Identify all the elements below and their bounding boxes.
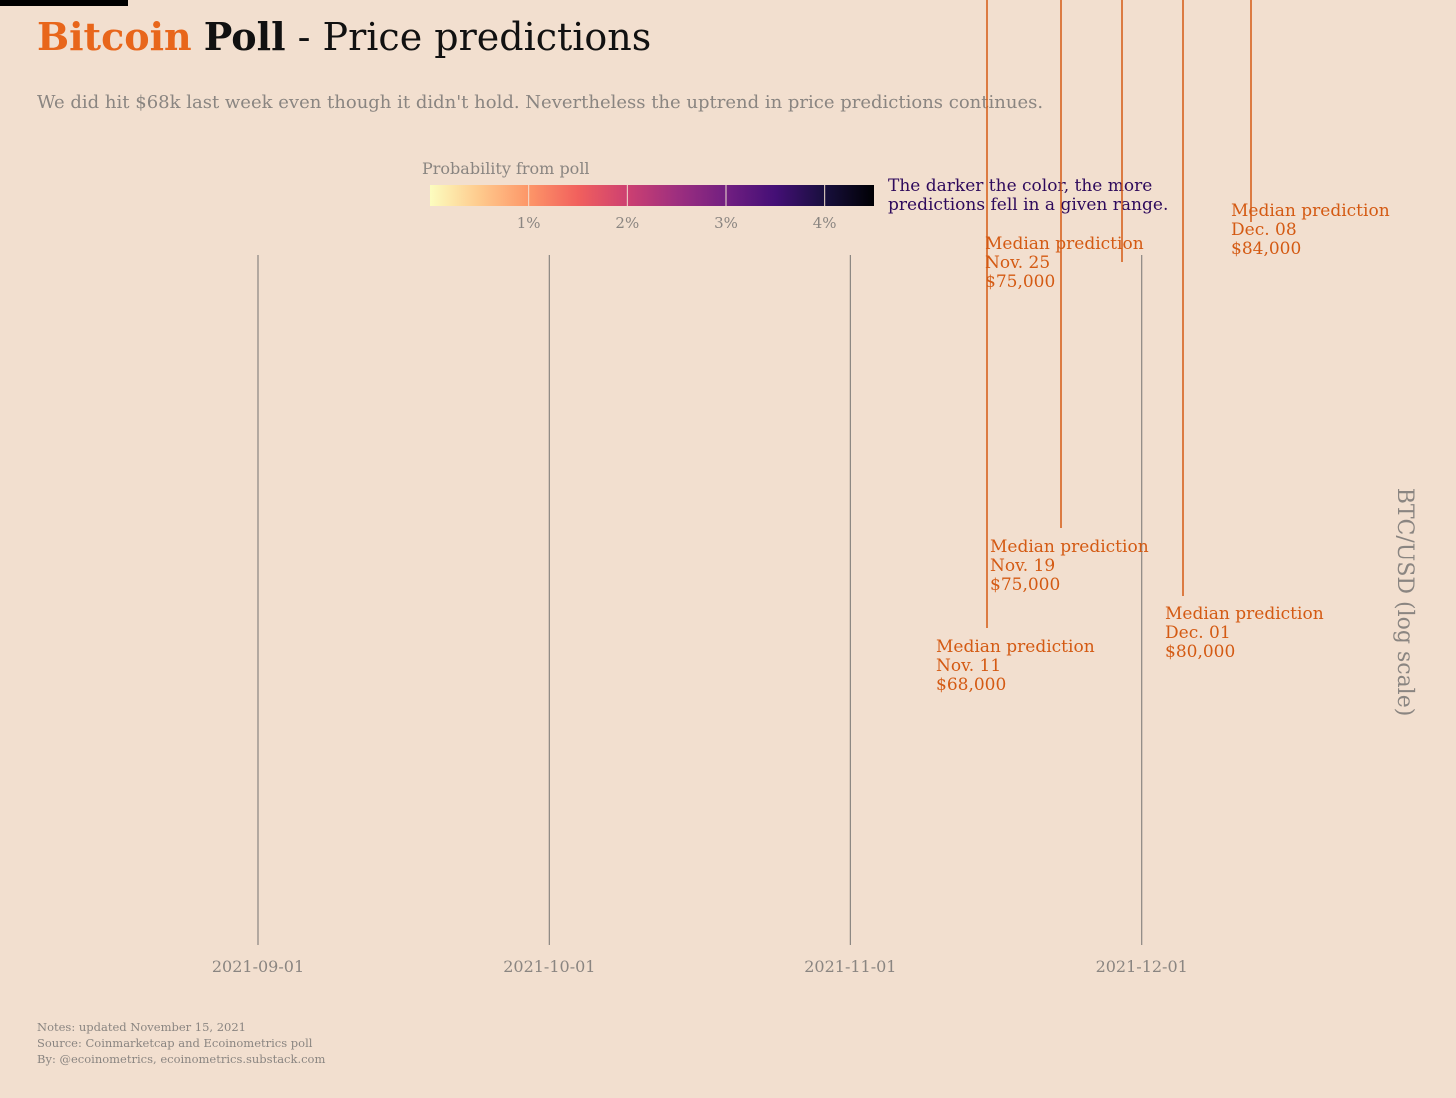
- annotation-label-line: $68,000: [936, 675, 1006, 695]
- annotation-label-line: Median prediction: [985, 234, 1144, 254]
- annotation-label-line: $75,000: [985, 272, 1055, 292]
- annotation-label-line: $84,000: [1231, 239, 1301, 259]
- annotation-leader-line: [1182, 0, 1184, 596]
- top-accent-bar: [0, 0, 128, 6]
- annotation-label-line: Median prediction: [1231, 201, 1390, 221]
- legend-tick-label: 4%: [813, 214, 837, 232]
- gridlines: [257, 255, 1143, 945]
- title-bitcoin: Bitcoin: [37, 14, 192, 59]
- footer-source: Source: Coinmarketcap and Ecoinometrics …: [37, 1036, 313, 1050]
- y-axis-label: BTC/USD (log scale): [1392, 488, 1417, 717]
- legend-note-line1: The darker the color, the more: [888, 176, 1152, 196]
- annotation-label-line: $75,000: [990, 575, 1060, 595]
- x-tick-label: 2021-11-01: [804, 957, 896, 976]
- annotation-label-line: Dec. 08: [1231, 220, 1297, 240]
- subtitle: We did hit $68k last week even though it…: [37, 92, 1044, 113]
- annotation-label-line: Median prediction: [936, 637, 1095, 657]
- annotation-label-line: Nov. 25: [985, 253, 1050, 273]
- annotation-label-line: $80,000: [1165, 642, 1235, 662]
- legend-tick-label: 2%: [615, 214, 639, 232]
- x-tick-label: 2021-09-01: [212, 957, 304, 976]
- title-poll: Poll: [203, 14, 286, 59]
- x-tick-label: 2021-12-01: [1096, 957, 1188, 976]
- annotation-label-line: Median prediction: [990, 537, 1149, 557]
- annotation-label-line: Nov. 19: [990, 556, 1055, 576]
- footer-updated: Notes: updated November 15, 2021: [37, 1020, 246, 1034]
- page-title: Bitcoin Poll - Price predictions: [37, 14, 651, 59]
- annotation-label-line: Median prediction: [1165, 604, 1324, 624]
- legend-note-line2: predictions fell in a given range.: [888, 195, 1168, 215]
- legend-tick-label: 3%: [714, 214, 738, 232]
- legend-colorbar: [430, 185, 874, 206]
- legend-title: Probability from poll: [422, 159, 590, 178]
- annotation-label-line: Nov. 11: [936, 656, 1001, 676]
- annotation-label-line: Dec. 01: [1165, 623, 1231, 643]
- footer-notes: Notes: updated November 15, 2021 Source:…: [37, 1019, 325, 1067]
- annotation-leader-line: [1121, 0, 1123, 262]
- annotation-leader-line: [1250, 0, 1252, 222]
- x-tick-label: 2021-10-01: [503, 957, 595, 976]
- footer-byline: By: @ecoinometrics, ecoinometrics.substa…: [37, 1052, 326, 1066]
- title-rest: - Price predictions: [285, 15, 652, 59]
- legend-tick-label: 1%: [517, 214, 541, 232]
- annotation-leader-line: [986, 0, 988, 628]
